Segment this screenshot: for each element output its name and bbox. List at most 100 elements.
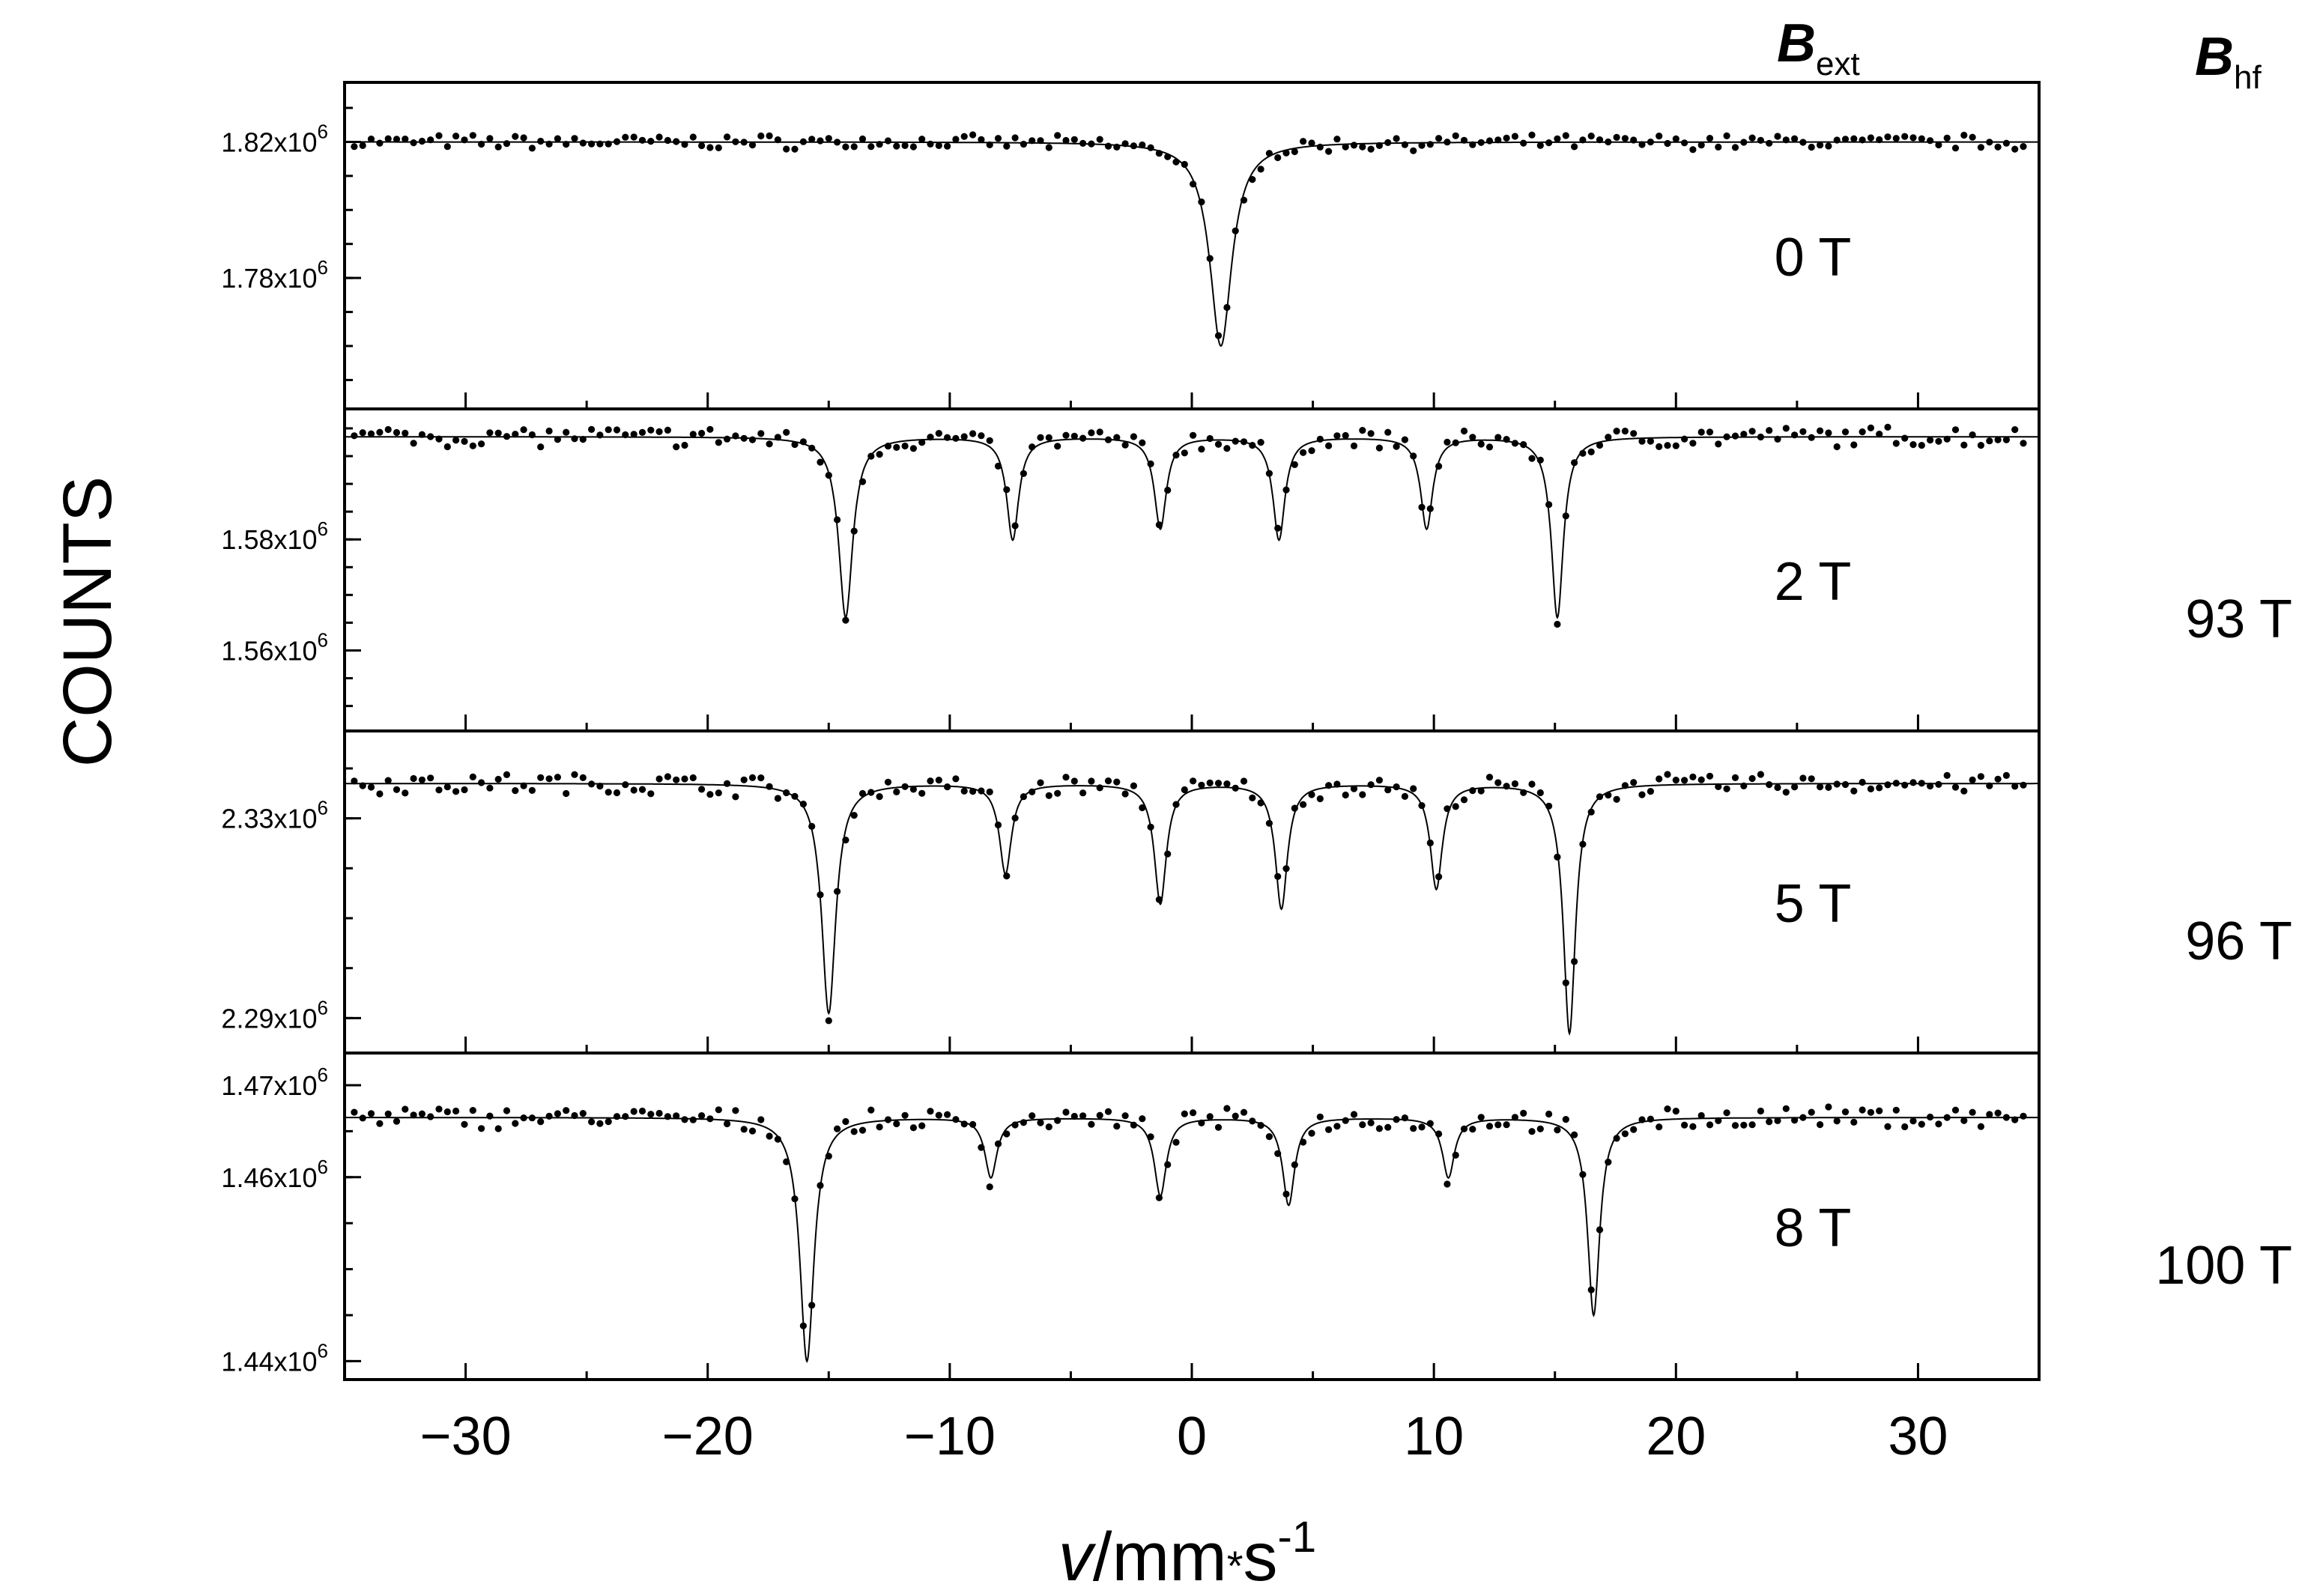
data-point xyxy=(1748,774,1756,783)
data-point xyxy=(1088,777,1095,785)
data-point xyxy=(1579,1171,1587,1178)
data-point xyxy=(1731,774,1739,781)
data-point xyxy=(1494,1121,1502,1129)
x-axis-label-variable: v xyxy=(1058,1519,1097,1595)
data-point xyxy=(588,425,596,434)
data-point xyxy=(791,1195,799,1203)
data-point xyxy=(452,1107,460,1115)
data-point xyxy=(1139,439,1146,446)
data-point xyxy=(724,1120,731,1128)
data-point xyxy=(1799,139,1807,146)
data-point xyxy=(850,527,858,535)
data-point xyxy=(528,145,536,152)
data-point xyxy=(1596,1226,1604,1234)
data-point xyxy=(1011,1121,1019,1129)
data-point xyxy=(1469,1126,1476,1133)
data-point xyxy=(834,1125,841,1132)
data-point xyxy=(1656,133,1663,140)
data-point xyxy=(655,428,663,436)
data-point xyxy=(1232,784,1239,792)
y-tick-label: 2.33x106 xyxy=(221,797,328,834)
data-point xyxy=(1062,774,1070,781)
data-point xyxy=(1613,795,1620,803)
data-point xyxy=(1003,486,1011,494)
data-point xyxy=(1011,814,1019,822)
data-point xyxy=(1265,1133,1273,1141)
data-point xyxy=(1190,777,1197,785)
data-point xyxy=(1206,255,1214,262)
data-point xyxy=(1029,137,1036,145)
data-point xyxy=(1079,1112,1087,1120)
data-point xyxy=(909,1124,917,1132)
data-point xyxy=(1867,424,1874,432)
data-point xyxy=(1909,441,1917,449)
data-point xyxy=(579,139,587,147)
data-point xyxy=(596,783,604,790)
data-point xyxy=(1723,785,1730,792)
data-point xyxy=(528,1114,536,1122)
x-tick-label: 0 xyxy=(1177,1407,1207,1466)
data-point xyxy=(1240,438,1248,446)
data-point xyxy=(554,1110,562,1117)
data-point xyxy=(613,426,621,434)
data-point xyxy=(1850,135,1858,142)
data-point xyxy=(1342,791,1349,799)
data-point xyxy=(1249,1117,1256,1125)
data-point xyxy=(1587,1286,1595,1293)
data-point xyxy=(1029,443,1036,451)
data-point xyxy=(1935,141,1942,149)
data-point xyxy=(1316,435,1324,443)
data-point xyxy=(1325,782,1333,789)
data-point xyxy=(1876,431,1883,438)
data-point xyxy=(1232,1112,1239,1120)
data-point xyxy=(681,141,688,148)
data-point xyxy=(673,138,680,145)
data-point xyxy=(757,430,765,437)
data-point xyxy=(994,1140,1002,1147)
b-hf-header-sub: hf xyxy=(2234,59,2262,96)
data-point xyxy=(1672,777,1679,784)
data-point xyxy=(817,891,824,899)
data-point xyxy=(944,1111,951,1118)
data-point xyxy=(1960,1117,1968,1124)
data-point xyxy=(909,786,917,793)
y-tick-exponent: 6 xyxy=(318,629,328,652)
data-point xyxy=(1410,785,1417,792)
data-point xyxy=(664,773,672,780)
data-point xyxy=(1766,427,1773,434)
data-point xyxy=(503,771,511,778)
data-point xyxy=(1545,501,1553,509)
data-point xyxy=(1104,1108,1112,1115)
data-point xyxy=(884,137,892,145)
y-tick-mantissa: 2.29x10 xyxy=(221,1003,317,1034)
data-point xyxy=(1274,873,1282,880)
data-point xyxy=(1918,780,1925,787)
b-hf-header: Bhf xyxy=(2195,27,2262,96)
data-point xyxy=(1282,865,1290,873)
data-point xyxy=(1850,1118,1858,1126)
data-point xyxy=(537,1118,545,1126)
data-point xyxy=(969,1120,977,1128)
data-point xyxy=(969,788,977,795)
data-point xyxy=(1477,1114,1485,1121)
data-point xyxy=(2020,781,2027,789)
data-point xyxy=(2002,1114,2010,1121)
data-point xyxy=(1969,431,1976,439)
data-point xyxy=(799,801,807,808)
data-point xyxy=(537,137,545,145)
data-point xyxy=(927,777,934,785)
x-axis-label: v/mm*s-1 xyxy=(1058,1513,1316,1595)
data-point xyxy=(664,1113,672,1120)
data-point xyxy=(588,780,596,788)
data-point xyxy=(494,143,502,151)
data-point xyxy=(994,462,1002,470)
data-point xyxy=(1452,1151,1459,1159)
data-point xyxy=(748,142,757,149)
data-point xyxy=(1342,1117,1349,1124)
data-point xyxy=(1520,789,1527,796)
data-point xyxy=(1070,136,1078,143)
data-point xyxy=(1316,143,1324,151)
data-point xyxy=(1748,428,1756,435)
y-tick-label: 2.29x106 xyxy=(221,996,328,1034)
data-point xyxy=(944,142,951,150)
